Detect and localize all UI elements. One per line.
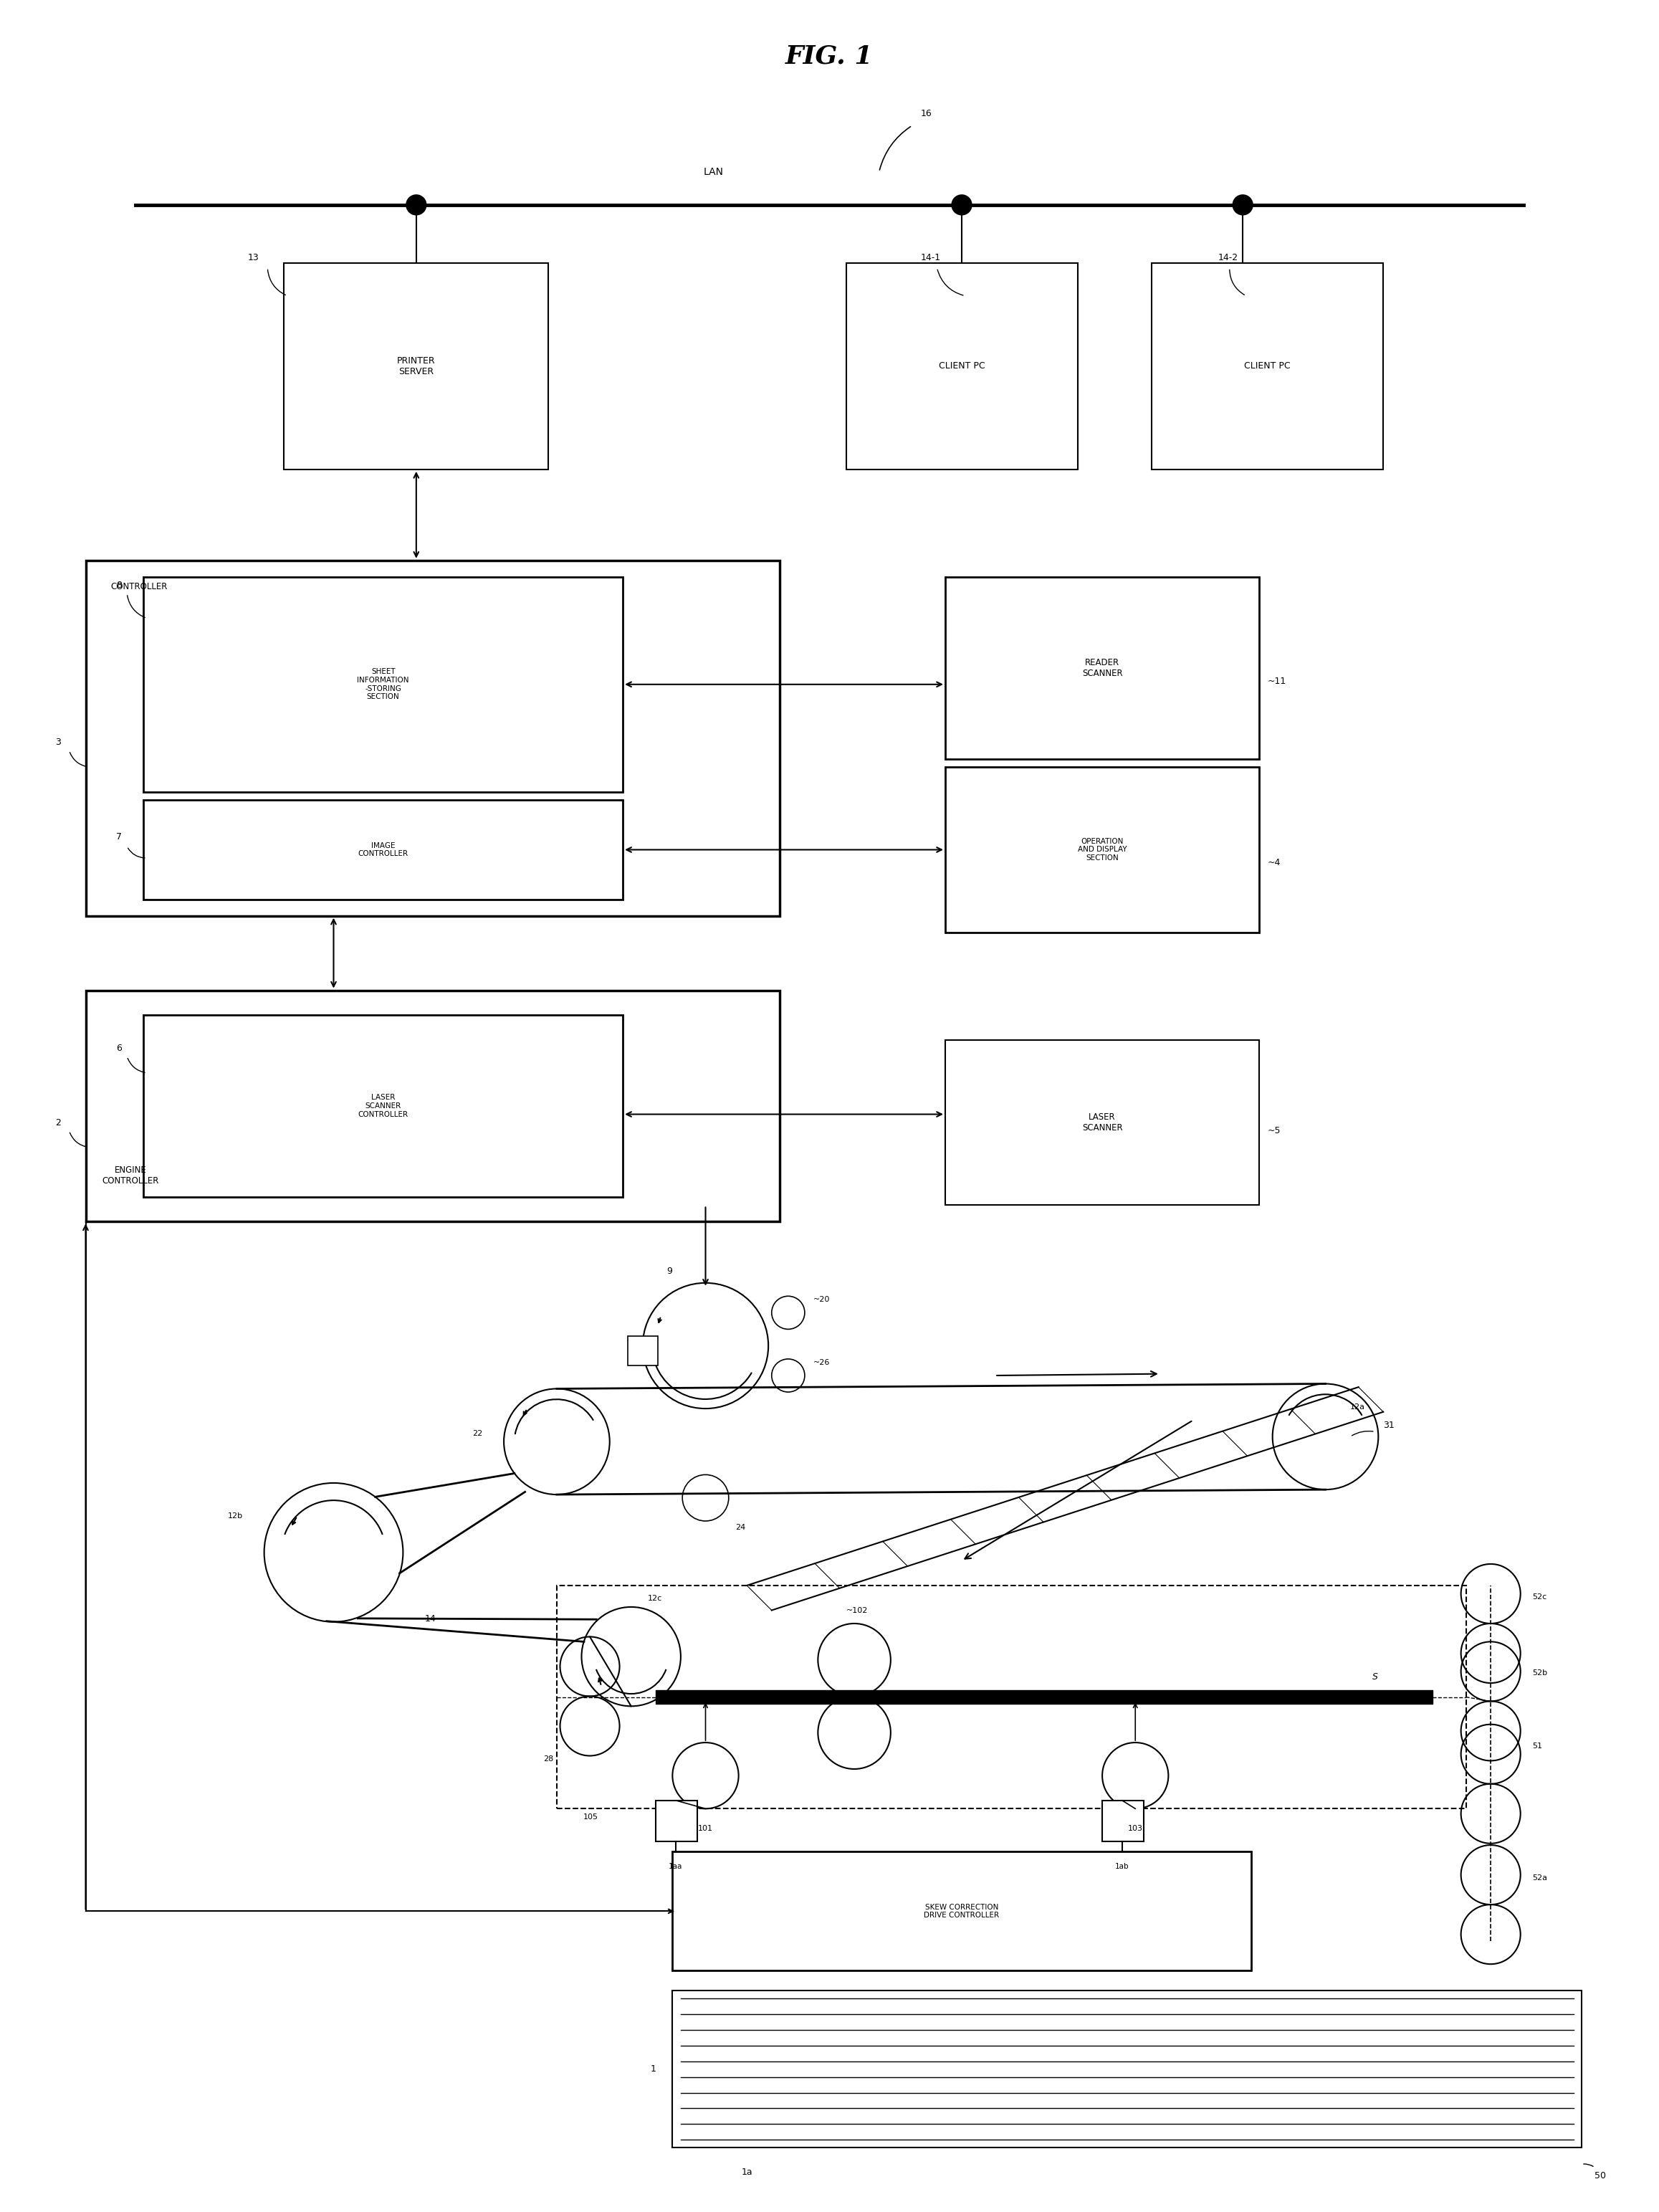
Text: LAN: LAN [703,166,723,177]
Text: LASER
SCANNER: LASER SCANNER [1082,1113,1123,1133]
Text: 12a: 12a [1350,1402,1365,1411]
Text: 103: 103 [1128,1825,1143,1832]
Text: 14: 14 [425,1615,436,1624]
Text: 7: 7 [116,832,123,841]
Text: ~102: ~102 [846,1606,868,1615]
Text: FIG. 1: FIG. 1 [786,44,873,69]
Bar [143,577,622,792]
Text: 52b: 52b [1531,1670,1548,1677]
Text: 52a: 52a [1531,1874,1548,1882]
Text: 14-2: 14-2 [1218,252,1238,263]
Text: ~4: ~4 [1267,858,1281,867]
Text: 1aa: 1aa [669,1863,684,1869]
Text: OPERATION
AND DISPLAY
SECTION: OPERATION AND DISPLAY SECTION [1078,838,1126,863]
Text: 22: 22 [473,1429,483,1438]
Bar [1102,1801,1143,1843]
Text: SHEET
INFORMATION
-STORING
SECTION: SHEET INFORMATION -STORING SECTION [357,668,410,701]
Text: CONTROLLER: CONTROLLER [111,582,168,591]
Bar [557,1586,1467,1809]
Bar [655,1801,697,1843]
Bar [946,768,1259,933]
Text: LASER
SCANNER
CONTROLLER: LASER SCANNER CONTROLLER [358,1095,408,1117]
Text: 8: 8 [116,580,123,591]
Text: 6: 6 [116,1044,123,1053]
Text: 12b: 12b [227,1513,242,1520]
Bar [143,801,622,900]
Text: IMAGE
CONTROLLER: IMAGE CONTROLLER [358,843,408,858]
Bar [86,991,780,1221]
Bar [946,1040,1259,1206]
Text: ~5: ~5 [1267,1126,1281,1135]
Text: 16: 16 [921,108,932,119]
Text: CLIENT PC: CLIENT PC [939,361,985,372]
Text: 31: 31 [1384,1420,1395,1429]
Text: ~11: ~11 [1267,677,1286,686]
Bar [1151,263,1384,469]
Text: 2: 2 [55,1117,61,1128]
Text: 51: 51 [1531,1743,1543,1750]
Text: ~26: ~26 [813,1358,830,1365]
Text: 12c: 12c [647,1595,662,1601]
Bar [86,560,780,916]
Bar [627,1336,657,1365]
Text: 9: 9 [667,1267,672,1276]
Text: 1a: 1a [742,2168,753,2177]
Bar [846,263,1077,469]
Circle shape [1233,195,1253,215]
Text: 13: 13 [247,252,259,263]
Bar [284,263,549,469]
Bar [672,1991,1581,2148]
Text: 101: 101 [698,1825,713,1832]
Text: 105: 105 [582,1814,599,1820]
Circle shape [406,195,426,215]
Text: 14-1: 14-1 [921,252,941,263]
Bar [672,1851,1251,1971]
Text: PRINTER
SERVER: PRINTER SERVER [397,356,435,376]
Bar [143,1015,622,1197]
Text: ~20: ~20 [813,1296,830,1303]
Text: 1ab: 1ab [1115,1863,1130,1869]
Text: SKEW CORRECTION
DRIVE CONTROLLER: SKEW CORRECTION DRIVE CONTROLLER [924,1905,999,1920]
Circle shape [952,195,972,215]
Text: 28: 28 [544,1756,554,1763]
Text: 3: 3 [55,737,61,748]
Bar [946,577,1259,759]
Text: CLIENT PC: CLIENT PC [1244,361,1291,372]
Text: S: S [1372,1672,1379,1681]
Text: 24: 24 [735,1524,745,1531]
Text: READER
SCANNER: READER SCANNER [1082,657,1123,677]
Text: 1: 1 [650,2064,655,2075]
Text: 50: 50 [1594,2172,1606,2181]
Text: ENGINE
CONTROLLER: ENGINE CONTROLLER [103,1166,159,1186]
Text: 52c: 52c [1531,1593,1546,1601]
